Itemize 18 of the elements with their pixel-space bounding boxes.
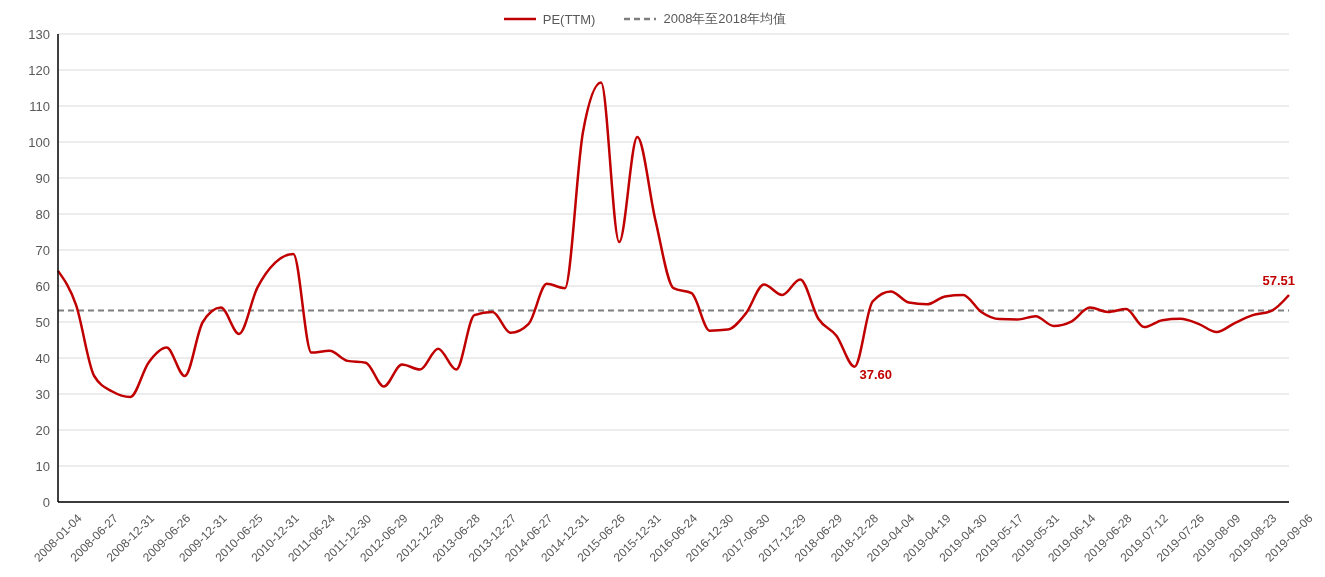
y-tick-label: 70 (35, 242, 50, 258)
y-tick-label: 110 (29, 98, 50, 114)
data-label: 57.51 (1262, 272, 1295, 288)
y-tick-label: 30 (35, 386, 50, 402)
y-tick-label: 0 (42, 494, 50, 510)
y-tick-label: 60 (35, 278, 50, 294)
y-tick-label: 120 (28, 62, 50, 78)
legend-label: 2008年至2018年均值 (663, 10, 787, 28)
y-tick-label: 80 (35, 206, 50, 222)
y-tick-label: 40 (35, 350, 50, 366)
y-tick-label: 20 (35, 422, 50, 438)
y-tick-label: 10 (35, 458, 50, 474)
y-tick-label: 50 (35, 314, 50, 330)
y-tick-label: 130 (28, 26, 50, 42)
data-label: 37.60 (859, 366, 893, 382)
y-tick-label: 100 (28, 134, 50, 150)
y-tick-label: 90 (35, 170, 50, 186)
legend-label: PE(TTM) (542, 11, 596, 27)
